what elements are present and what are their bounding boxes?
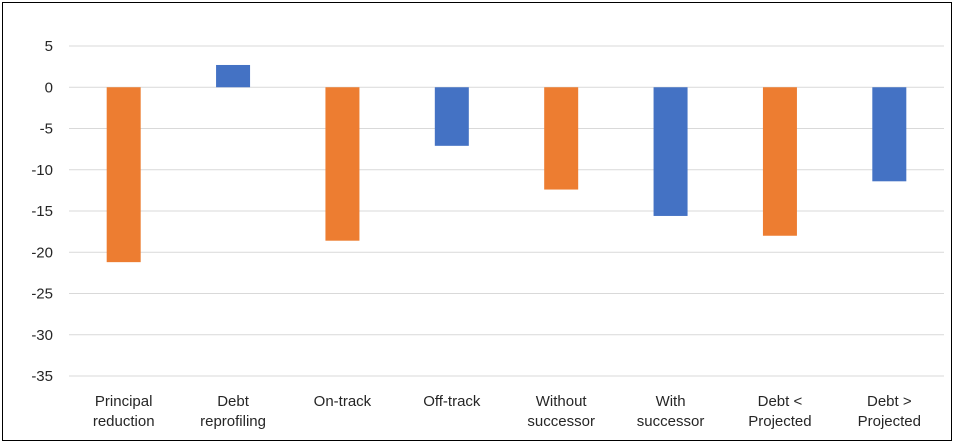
x-category-label: Debt > Projected [858,393,921,430]
bars [106,64,907,263]
x-category-label: Off-track [423,393,481,410]
y-tick-label: -25 [31,286,53,303]
x-category-label-line: successor [637,413,705,430]
bar [106,87,141,263]
y-tick-label: 0 [45,79,53,96]
y-tick-label: -30 [31,327,53,344]
x-category-label-line: Without [536,393,588,410]
x-category-label-line: Projected [748,413,811,430]
bar [653,87,688,216]
y-tick-label: 5 [45,38,53,55]
x-category-label: Without successor [527,393,595,430]
x-axis-labels: Principal reduction Debt reprofiling On-trac… [93,393,921,430]
y-tick-label: -20 [31,244,53,261]
x-category-label-line: Debt < [758,393,803,410]
x-category-label-line: reduction [93,413,155,430]
bar [762,87,797,236]
y-tick-label: -10 [31,162,53,179]
x-category-label: Debt reprofiling [200,393,266,430]
x-category-label: Debt < Projected [748,393,811,430]
y-tick-label: -5 [40,121,53,138]
x-category-label: Principal reduction [93,393,155,430]
x-category-label-line: Projected [858,413,921,430]
bar [544,87,579,190]
gridlines [69,45,944,377]
x-category-label-line: successor [527,413,595,430]
y-tick-label: -15 [31,203,53,220]
x-category-label-line: Principal [95,393,153,410]
y-tick-label: -35 [31,368,53,385]
x-category-label-line: On-track [314,393,372,410]
x-category-label-line: With [656,393,686,410]
bar [325,87,360,241]
x-category-label: With successor [637,393,705,430]
bar [216,64,251,88]
x-category-label-line: Debt > [867,393,912,410]
x-category-label-line: reprofiling [200,413,266,430]
bar [872,87,907,182]
x-category-label-line: Off-track [423,393,481,410]
bar [434,87,469,146]
x-category-label: On-track [314,393,372,410]
y-axis-ticks: 5 0 -5 -10 -15 -20 -25 -30 -35 [31,38,53,385]
x-category-label-line: Debt [217,393,250,410]
